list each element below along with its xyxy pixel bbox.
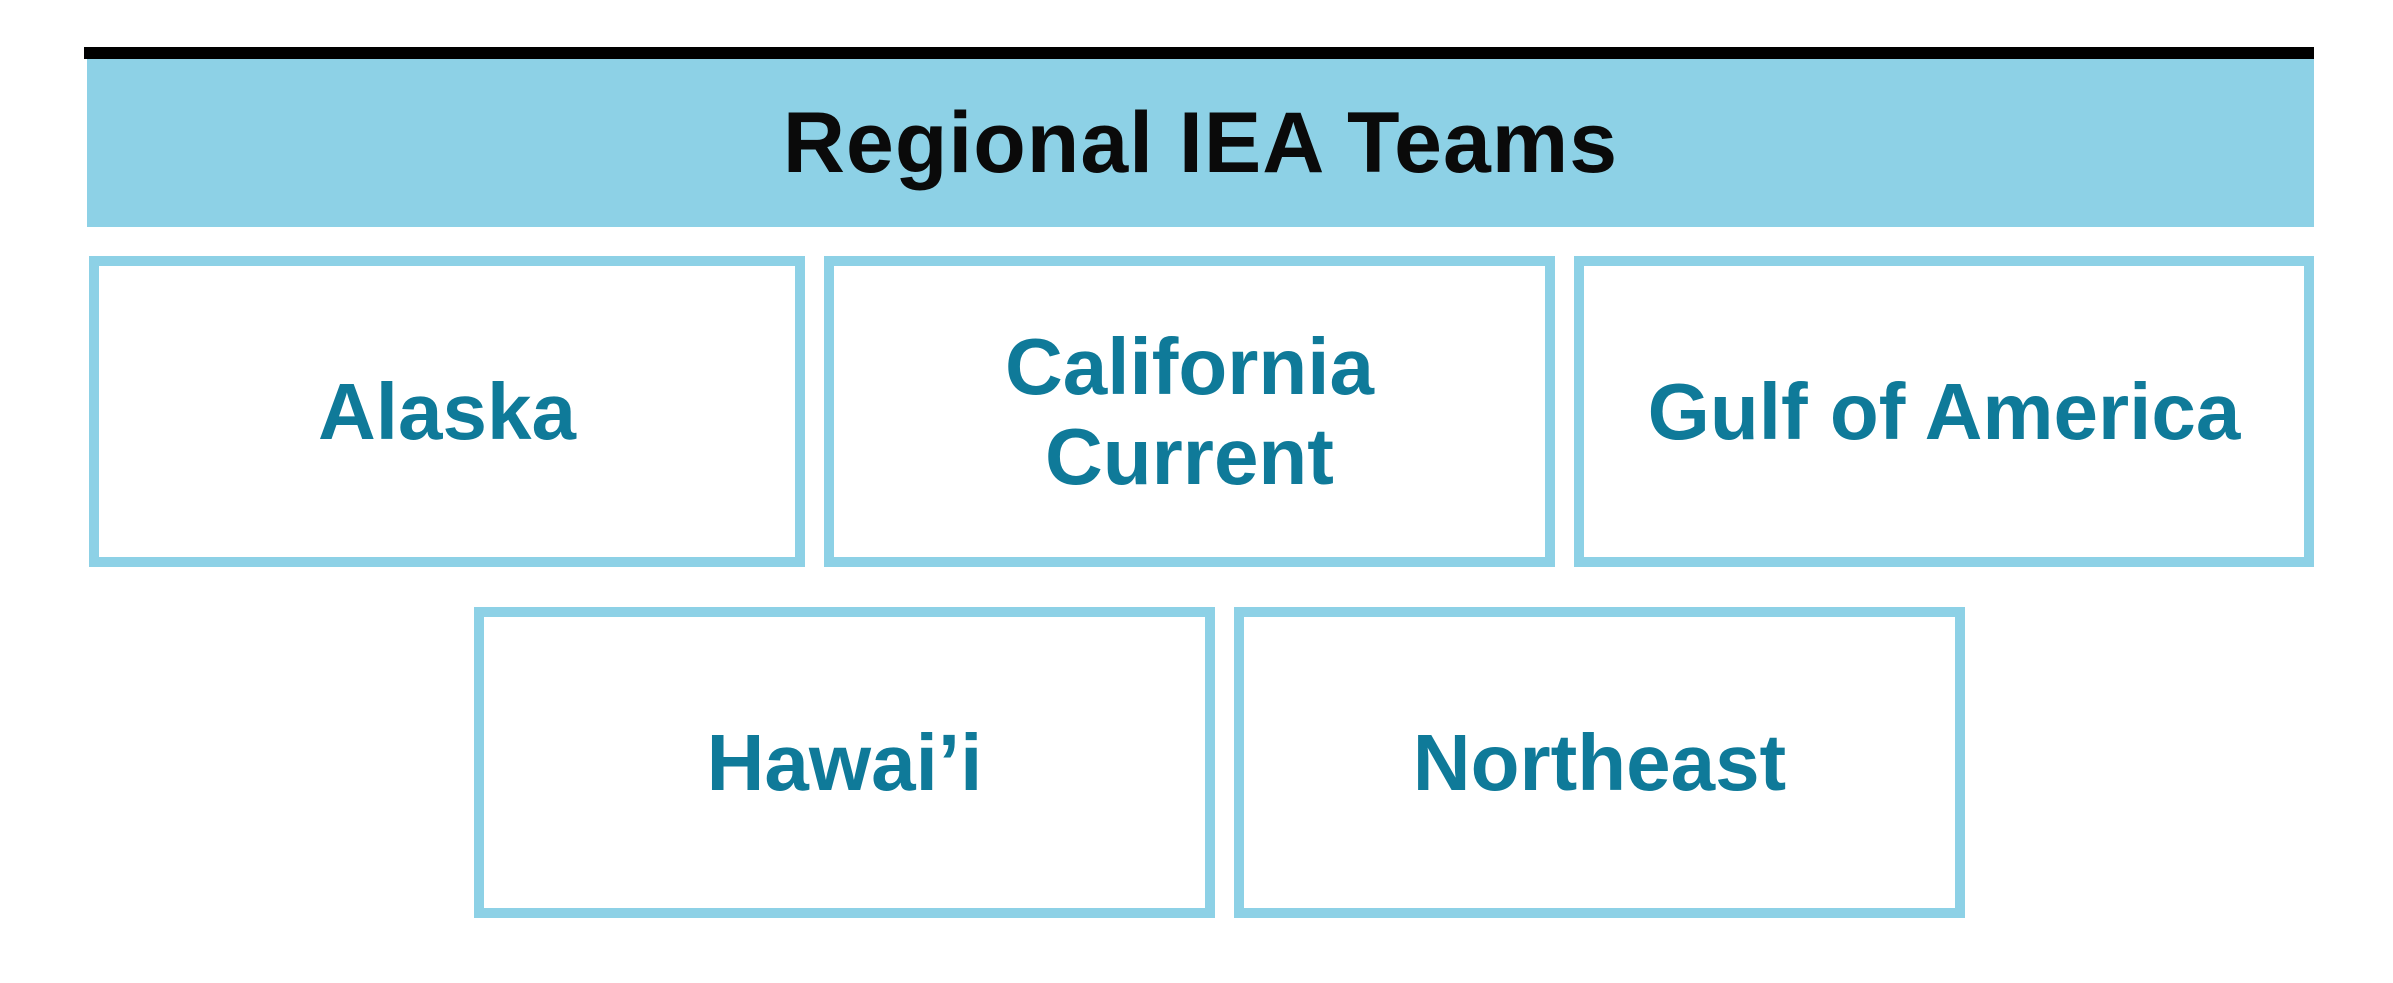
team-box-california-current: California Current (824, 256, 1555, 567)
team-box-hawaii: Hawai’i (474, 607, 1215, 918)
team-box-gulf-of-america: Gulf of America (1574, 256, 2314, 567)
team-label-northeast: Northeast (1412, 717, 1787, 807)
team-label-alaska: Alaska (318, 366, 576, 456)
title-banner: Regional IEA Teams (87, 59, 2314, 227)
team-label-hawaii: Hawai’i (706, 717, 983, 807)
top-rule (84, 47, 2314, 59)
team-box-alaska: Alaska (89, 256, 805, 567)
team-label-california-current: California Current (1005, 321, 1374, 501)
team-box-northeast: Northeast (1234, 607, 1965, 918)
page-title: Regional IEA Teams (782, 95, 1619, 191)
team-label-gulf-of-america: Gulf of America (1647, 366, 2241, 456)
